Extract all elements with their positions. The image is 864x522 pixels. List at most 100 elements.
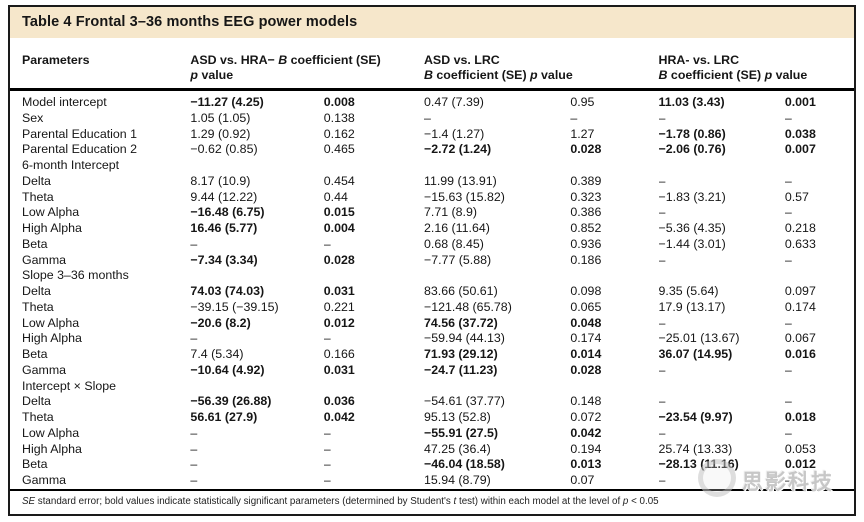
coefficient-cell: −1.44 (3.01) (658, 236, 726, 251)
coefficient-cell: 0.68 (8.45) (423, 236, 484, 251)
p-value-cell: – (570, 110, 578, 125)
coefficient-cell: 71.93 (29.12) (423, 347, 498, 361)
coefficient-cell: – (658, 394, 666, 409)
p-value-cell: 1.27 (570, 126, 595, 141)
coefficient-cell: 47.25 (36.4) (423, 441, 491, 456)
p-value-cell: 0.007 (784, 142, 816, 157)
parameter-label: Gamma (22, 362, 67, 377)
coefficient-cell: – (423, 110, 431, 125)
p-value-cell: 0.016 (784, 347, 816, 361)
p-value-cell: 0.004 (323, 221, 355, 235)
p-value-cell: 0.221 (323, 299, 355, 314)
p-value-cell: 0.067 (784, 331, 816, 346)
parameter-label: Gamma (22, 473, 67, 487)
header-p-symbol: p (190, 68, 198, 82)
p-value-cell: – (784, 315, 792, 330)
coefficient-cell: −10.64 (4.92) (190, 362, 265, 377)
coefficient-cell: – (658, 362, 666, 377)
col-header-parameters: Parameters (10, 38, 191, 91)
p-value-cell: – (784, 473, 792, 487)
table-title: Table 4 Frontal 3–36 months EEG power mo… (10, 7, 854, 38)
parameter-label: Delta (22, 284, 51, 298)
parameter-label: Sex (22, 110, 44, 125)
coefficient-cell: −24.7 (11.23) (423, 362, 498, 377)
coefficient-cell: – (190, 236, 198, 251)
table-body: Model intercept −11.27 (4.25) 0.008 0.47 (7… (10, 90, 854, 489)
coefficient-cell: −2.72 (1.24) (423, 142, 492, 157)
parameter-label: Beta (22, 236, 48, 251)
coefficient-cell: 56.61 (27.9) (190, 410, 258, 424)
table-row: Parental Education 1 1.29 (0.92) 0.162 −1.4… (10, 127, 854, 143)
p-value-cell: – (784, 110, 792, 125)
section-label: Slope 3–36 months (22, 268, 129, 283)
coefficient-cell: −25.01 (13.67) (658, 331, 740, 346)
coefficient-cell: −39.15 (−39.15) (190, 299, 279, 314)
p-value-cell: 0.048 (570, 315, 602, 330)
table-row: Gamma – – 15.94 (8.79) 0.07 – – (10, 473, 854, 489)
coefficient-cell: −16.48 (6.75) (190, 205, 265, 220)
p-value-cell: 0.174 (784, 299, 816, 314)
p-value-cell: 0.852 (570, 221, 602, 235)
p-value-cell: 0.014 (570, 347, 602, 361)
coefficient-cell: −15.63 (15.82) (423, 189, 505, 204)
parameter-label: Low Alpha (22, 425, 80, 440)
header-b-symbol: B (658, 68, 668, 82)
parameter-label: Gamma (22, 252, 67, 267)
p-value-cell: 0.065 (570, 299, 602, 314)
coefficient-cell: −11.27 (4.25) (190, 95, 264, 109)
p-value-cell: – (784, 252, 792, 267)
p-value-cell: 0.008 (323, 95, 355, 109)
section-row: 6-month Intercept (10, 158, 854, 174)
header-line-2: B coefficient (SE) p value (659, 68, 854, 83)
table-row: Gamma −10.64 (4.92) 0.031 −24.7 (11.23) 0.02… (10, 363, 854, 379)
coefficient-cell: −1.4 (1.27) (423, 126, 485, 141)
p-value-cell: 0.166 (323, 347, 355, 361)
coefficient-cell: 15.94 (8.79) (423, 473, 491, 487)
coefficient-cell: – (658, 252, 666, 267)
p-value-cell: – (784, 205, 792, 220)
header-line-1: ASD vs. HRA− B coefficient (SE) (190, 53, 424, 68)
parameter-label: Parental Education 1 (22, 126, 138, 141)
coefficient-cell: – (190, 425, 198, 440)
p-value-cell: 0.028 (570, 362, 602, 377)
coefficient-cell: – (658, 205, 666, 220)
header-line-1: HRA- vs. LRC (658, 53, 740, 67)
parameter-label: High Alpha (22, 331, 82, 346)
table-row: High Alpha 16.46 (5.77) 0.004 2.16 (11.64) 0… (10, 221, 854, 237)
col-header-asd-vs-lrc: ASD vs. LRC B coefficient (SE) p value (423, 38, 659, 91)
header-p-symbol: p (530, 68, 538, 82)
parameter-label: Delta (22, 394, 51, 409)
header-text: ASD vs. HRA− (190, 53, 279, 67)
p-value-cell: – (323, 457, 331, 472)
footnote-text: test) within each model at the level of (456, 496, 623, 507)
header-p-symbol: p (764, 68, 773, 82)
coefficient-cell: −56.39 (26.88) (190, 394, 272, 409)
table-row: Theta 9.44 (12.22) 0.44 −15.63 (15.82) 0.323… (10, 190, 854, 206)
coefficient-cell: −55.91 (27.5) (423, 425, 499, 440)
p-value-cell: – (323, 236, 331, 251)
p-value-cell: 0.042 (323, 410, 355, 424)
parameter-label: Delta (22, 173, 51, 188)
coefficient-cell: −0.62 (0.85) (190, 142, 258, 157)
p-value-cell: – (323, 425, 331, 440)
p-value-cell: 0.138 (323, 110, 355, 125)
table-row: High Alpha – – −59.94 (44.13) 0.174 −25.01 (1… (10, 331, 854, 347)
table-row: High Alpha – – 47.25 (36.4) 0.194 25.74 (13.3… (10, 442, 854, 458)
table-row: Gamma −7.34 (3.34) 0.028 −7.77 (5.88) 0.186 –… (10, 253, 854, 269)
footnote-text: SE (22, 496, 36, 507)
parameter-label: Beta (22, 457, 48, 472)
p-value-cell: – (784, 425, 792, 440)
p-value-cell: 0.633 (784, 236, 816, 251)
coefficient-cell: 11.99 (13.91) (423, 173, 497, 188)
coefficient-cell: – (658, 173, 666, 188)
p-value-cell: – (784, 173, 792, 188)
parameter-label: High Alpha (22, 441, 82, 456)
p-value-cell: 0.072 (570, 410, 602, 424)
footnote-text: < 0.05 (628, 496, 659, 507)
p-value-cell: 0.038 (784, 126, 816, 141)
table-row: Beta 7.4 (5.34) 0.166 71.93 (29.12) 0.014 36.… (10, 347, 854, 363)
p-value-cell: 0.015 (323, 205, 355, 220)
header-line-1: ASD vs. LRC (423, 53, 500, 67)
coefficient-cell: −2.06 (0.76) (658, 142, 726, 157)
